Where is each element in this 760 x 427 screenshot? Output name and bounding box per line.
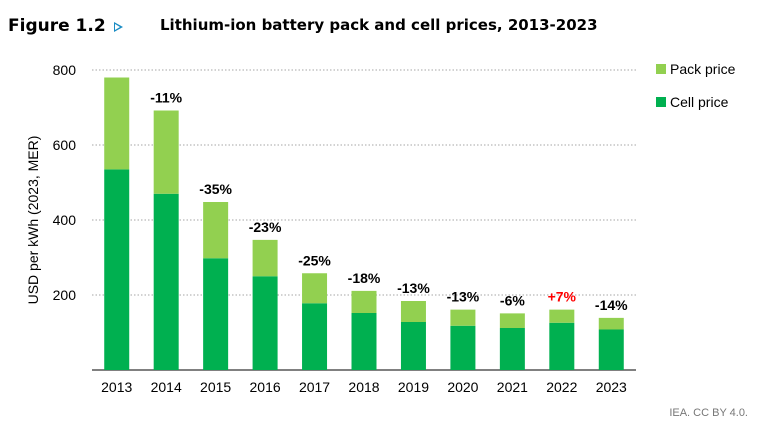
bar-cell-2020 bbox=[450, 325, 476, 370]
chart-title: Lithium-ion battery pack and cell prices… bbox=[160, 16, 598, 34]
change-label: -6% bbox=[500, 292, 525, 308]
change-label: -18% bbox=[348, 270, 381, 286]
bar-pack-2022 bbox=[549, 309, 575, 323]
bar-pack-2016 bbox=[252, 239, 278, 277]
change-label: -14% bbox=[595, 297, 628, 313]
change-label: -25% bbox=[298, 252, 331, 268]
legend-label: Cell price bbox=[670, 94, 729, 110]
x-tick-label: 2018 bbox=[348, 379, 379, 395]
bar-pack-2023 bbox=[598, 317, 624, 330]
change-label: -11% bbox=[150, 90, 182, 106]
figure-number: Figure 1.2 bbox=[8, 16, 106, 36]
bar-cell-2019 bbox=[400, 322, 426, 370]
bar-cell-2015 bbox=[203, 258, 229, 370]
bar-cell-2023 bbox=[598, 329, 624, 370]
legend-swatch bbox=[656, 64, 666, 74]
bar-pack-2020 bbox=[450, 309, 476, 326]
x-tick-label: 2021 bbox=[497, 379, 528, 395]
x-tick-label: 2019 bbox=[398, 379, 429, 395]
x-tick-label: 2017 bbox=[299, 379, 330, 395]
bar-pack-2019 bbox=[400, 301, 426, 322]
triangle-right-outline-icon bbox=[113, 22, 123, 32]
x-tick-label: 2014 bbox=[151, 379, 182, 395]
x-tick-label: 2016 bbox=[250, 379, 281, 395]
change-label: -35% bbox=[199, 181, 232, 197]
y-tick-label: 600 bbox=[53, 137, 77, 153]
bar-cell-2021 bbox=[499, 328, 525, 370]
change-label: -13% bbox=[447, 289, 480, 305]
x-tick-label: 2013 bbox=[101, 379, 132, 395]
bar-pack-2014 bbox=[153, 110, 179, 194]
bar-pack-2017 bbox=[302, 273, 328, 304]
bar-cell-2022 bbox=[549, 322, 575, 370]
change-label: -13% bbox=[397, 280, 430, 296]
bar-pack-2021 bbox=[499, 313, 525, 328]
legend: Pack price Cell price bbox=[656, 61, 736, 110]
y-tick-label: 800 bbox=[53, 62, 77, 78]
bar-cell-2013 bbox=[104, 169, 130, 370]
x-tick-label: 2022 bbox=[546, 379, 577, 395]
bar-pack-2015 bbox=[203, 202, 229, 259]
labels: 2013 2014 -11% 2015 -35% 2016 -23% 2017 -25% 2018… bbox=[101, 90, 628, 396]
stacked-bar-chart: 200 400 600 800 2013 2014 -11% 2015 -35% 2016 -23… bbox=[25, 61, 736, 396]
bar-cell-2017 bbox=[302, 303, 328, 370]
figure-header: Figure 1.2 bbox=[8, 12, 123, 40]
gridlines: 200 400 600 800 bbox=[53, 62, 636, 371]
bar-pack-2018 bbox=[351, 290, 377, 313]
x-tick-label: 2020 bbox=[447, 379, 478, 395]
bar-cell-2014 bbox=[153, 193, 179, 370]
bar-pack-2013 bbox=[104, 77, 130, 170]
y-tick-label: 200 bbox=[53, 287, 77, 303]
change-label: +7% bbox=[548, 289, 577, 305]
y-axis-title: USD per kWh (2023, MER) bbox=[25, 136, 41, 305]
bar-cell-2016 bbox=[252, 276, 278, 370]
credit-text: IEA. CC BY 4.0. bbox=[669, 407, 748, 419]
y-tick-label: 400 bbox=[53, 212, 77, 228]
bar-cell-2018 bbox=[351, 313, 377, 370]
x-tick-label: 2023 bbox=[596, 379, 627, 395]
bars bbox=[104, 77, 624, 370]
x-tick-label: 2015 bbox=[200, 379, 231, 395]
legend-label: Pack price bbox=[670, 61, 736, 77]
legend-swatch bbox=[656, 97, 666, 107]
change-label: -23% bbox=[249, 219, 282, 235]
